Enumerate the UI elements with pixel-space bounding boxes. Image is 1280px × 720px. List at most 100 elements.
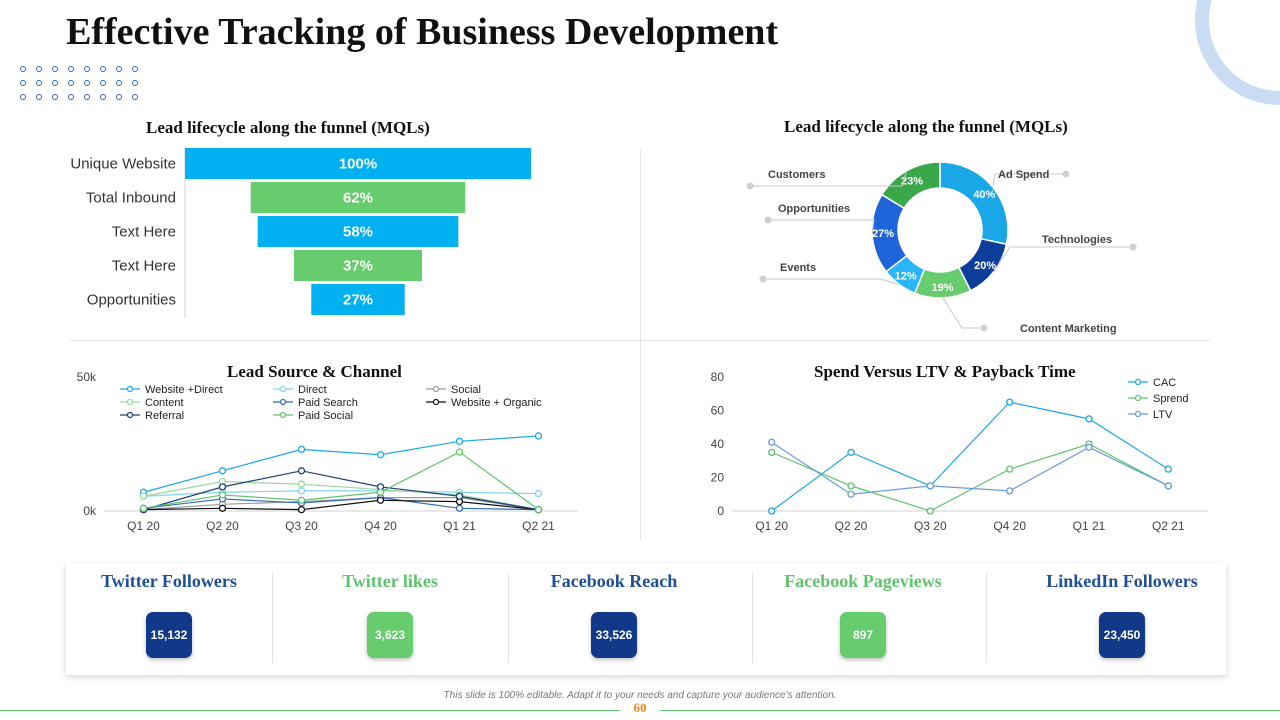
series-point bbox=[376, 496, 385, 504]
x-tick-label: Q3 20 bbox=[285, 519, 318, 533]
funnel-chart-title: Lead lifecycle along the funnel (MQLs) bbox=[146, 118, 430, 137]
doughnut-slice-label: 12% bbox=[895, 271, 917, 283]
doughnut-category-label: Ad Spend bbox=[998, 169, 1049, 181]
doughnut-leader-line bbox=[942, 297, 984, 329]
doughnut-category-label: Opportunities bbox=[778, 203, 850, 215]
series-point bbox=[534, 489, 543, 498]
series-point bbox=[218, 467, 227, 475]
y-tick-label: 50k bbox=[77, 370, 97, 384]
legend-marker bbox=[126, 398, 134, 406]
series-point bbox=[534, 432, 543, 440]
x-tick-label: Q3 20 bbox=[914, 519, 947, 533]
series-point bbox=[139, 492, 148, 500]
series-point bbox=[1006, 487, 1014, 495]
series-point bbox=[297, 445, 306, 454]
kpi-label: Twitter likes bbox=[342, 571, 438, 591]
kpi-separator bbox=[986, 573, 987, 663]
series-line bbox=[143, 451, 539, 511]
decorative-dot-grid bbox=[20, 66, 144, 100]
quadrant-divider-horizontal bbox=[70, 340, 1210, 341]
funnel-bar bbox=[185, 148, 531, 179]
doughnut-leader-line bbox=[992, 173, 1066, 188]
kpi-linkedin-followers: LinkedIn Followers 23,450 bbox=[986, 563, 1258, 675]
legend-marker bbox=[279, 385, 287, 393]
funnel-bar-label: 58% bbox=[343, 224, 373, 241]
funnel-bar bbox=[293, 250, 423, 281]
funnel-bar-label: 37% bbox=[343, 258, 373, 275]
kpi-separator bbox=[508, 573, 509, 663]
legend-marker bbox=[1134, 378, 1142, 386]
series-point bbox=[297, 480, 306, 488]
kpi-separator bbox=[272, 573, 273, 663]
series-line bbox=[143, 497, 539, 511]
series-point bbox=[768, 507, 776, 515]
legend-marker bbox=[279, 398, 287, 406]
series-point bbox=[768, 448, 776, 457]
series-line bbox=[771, 441, 1169, 495]
x-tick-label: Q2 21 bbox=[522, 519, 555, 533]
y-tick-label: 60 bbox=[711, 404, 725, 418]
series-point bbox=[218, 483, 227, 491]
series-point bbox=[297, 506, 306, 514]
funnel-category-label: Text Here bbox=[112, 258, 176, 275]
doughnut-category-label: Content Marketing bbox=[1020, 323, 1117, 335]
decorative-ring bbox=[1195, 0, 1280, 105]
legend-marker bbox=[126, 385, 134, 393]
page-number: 60 bbox=[620, 700, 660, 716]
series-point bbox=[1006, 398, 1014, 406]
series-point bbox=[297, 467, 306, 475]
doughnut-chart: 40% 20% 19% 12% 27% 23% Ad Spend Technologies Co… bbox=[746, 161, 1137, 335]
series-point bbox=[1006, 465, 1014, 473]
series-point bbox=[218, 491, 227, 499]
lead-source-line-chart: 0k 50k Q1 20 Q2 20 Q3 20 Q4 20 Q1 21 Q2 21 Websi… bbox=[77, 370, 578, 533]
series-point bbox=[455, 492, 464, 500]
kpi-label: Facebook Reach bbox=[550, 571, 678, 591]
x-tick-label: Q2 20 bbox=[206, 519, 239, 533]
kpi-twitter-followers: Twitter Followers 15,132 bbox=[66, 563, 272, 675]
legend-label: CAC bbox=[1153, 377, 1176, 389]
series-point bbox=[534, 506, 543, 514]
legend-marker bbox=[432, 398, 440, 406]
funnel-category-label: Total Inbound bbox=[86, 190, 176, 207]
legend-label: Website +Direct bbox=[145, 384, 223, 396]
legend-label: LTV bbox=[1153, 409, 1173, 421]
series-point bbox=[297, 496, 306, 504]
legend-label: Social bbox=[451, 384, 481, 396]
doughnut-leader-dot bbox=[759, 275, 767, 283]
doughnut-slice-label: 20% bbox=[974, 260, 996, 272]
x-tick-label: Q1 20 bbox=[755, 519, 788, 533]
doughnut-chart-title: Lead lifecycle along the funnel (MQLs) bbox=[784, 117, 1068, 136]
funnel-bar-label: 62% bbox=[343, 190, 373, 207]
funnel-category-label: Opportunities bbox=[87, 292, 176, 309]
legend-marker bbox=[126, 411, 134, 419]
x-tick-label: Q1 20 bbox=[127, 519, 160, 533]
funnel-category-label: Unique Website bbox=[70, 156, 176, 173]
funnel-category-label: Text Here bbox=[112, 224, 176, 241]
series-point bbox=[1085, 443, 1093, 451]
x-tick-label: Q2 21 bbox=[1152, 519, 1185, 533]
doughnut-leader-line bbox=[768, 219, 875, 234]
funnel-bar bbox=[257, 216, 459, 247]
legend-marker bbox=[432, 385, 440, 393]
series-line bbox=[143, 496, 539, 511]
funnel-bar bbox=[311, 284, 405, 315]
series-point bbox=[376, 488, 385, 496]
series-line bbox=[143, 499, 539, 511]
doughnut-slice-label: 27% bbox=[872, 228, 894, 240]
lead-source-chart-title: Lead Source & Channel bbox=[227, 362, 402, 381]
series-point bbox=[218, 504, 227, 512]
kpi-panel: Twitter Followers 15,132 Twitter likes 3… bbox=[66, 563, 1226, 675]
doughnut-slice-label: 19% bbox=[932, 282, 954, 294]
page-title: Effective Tracking of Business Developme… bbox=[66, 11, 779, 53]
kpi-value-badge: 23,450 bbox=[1099, 612, 1145, 658]
doughnut-leader-dot bbox=[1129, 243, 1137, 251]
y-tick-label: 0 bbox=[717, 504, 724, 518]
legend-marker bbox=[1134, 410, 1142, 418]
doughnut-slice bbox=[880, 161, 941, 210]
series-point bbox=[847, 482, 855, 490]
series-line bbox=[143, 435, 539, 493]
y-tick-label: 20 bbox=[711, 471, 725, 485]
series-point bbox=[847, 490, 855, 498]
y-tick-label: 0k bbox=[83, 504, 97, 518]
series-line bbox=[771, 401, 1169, 512]
